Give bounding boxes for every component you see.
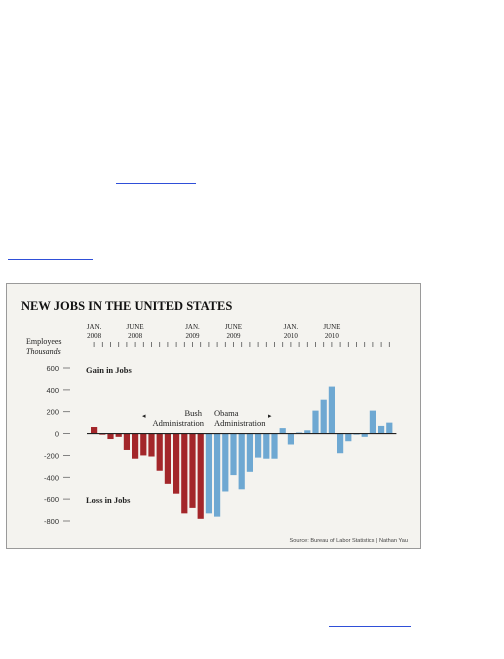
bar-bush-10 [173, 433, 180, 494]
x-marker-month: JUNE [323, 323, 340, 331]
chart-panel: NEW JOBS IN THE UNITED STATES Employees … [6, 283, 421, 549]
bar-obama-22 [271, 433, 278, 459]
x-marker-year: 2008 [87, 332, 102, 340]
y-tick-label: -200 [44, 451, 59, 460]
bush-label-line2: Administration [153, 418, 205, 428]
bar-obama-33 [361, 433, 368, 437]
x-marker-year: 2010 [325, 332, 340, 340]
bar-bush-8 [156, 433, 163, 471]
bar-obama-19 [246, 433, 253, 472]
bar-bush-13 [197, 433, 204, 519]
bar-obama-36 [386, 422, 393, 434]
x-axis-markers: JAN.2008JUNE2008JAN.2009JUNE2009JAN.2010… [87, 323, 341, 340]
hyperlink-underline-2[interactable] [8, 259, 93, 260]
jobs-bar-chart: NEW JOBS IN THE UNITED STATES Employees … [21, 299, 408, 544]
bar-bush-4 [123, 433, 130, 450]
bar-obama-27 [312, 410, 319, 434]
bar-obama-21 [263, 433, 270, 459]
y-axis-unit: Thousands [26, 347, 61, 356]
bar-obama-29 [328, 386, 335, 434]
y-tick-label: 200 [46, 408, 59, 417]
x-marker-year: 2010 [284, 332, 299, 340]
y-tick-label: -800 [44, 517, 59, 526]
x-marker-month: JUNE [225, 323, 242, 331]
bar-obama-34 [369, 410, 376, 434]
bar-obama-31 [345, 433, 352, 442]
bar-bush-5 [132, 433, 139, 459]
bar-obama-35 [378, 425, 385, 434]
x-marker-month: JUNE [127, 323, 144, 331]
y-tick-label: -400 [44, 473, 59, 482]
obama-label-line2: Administration [214, 418, 266, 428]
y-axis-label: Employees [26, 337, 62, 346]
x-marker-year: 2009 [186, 332, 201, 340]
bar-bush-11 [181, 433, 188, 514]
x-marker-year: 2009 [227, 332, 242, 340]
bush-label-line1: Bush [185, 408, 203, 418]
gain-label: Gain in Jobs [86, 365, 133, 375]
bar-obama-30 [337, 433, 344, 454]
bar-obama-28 [320, 399, 327, 434]
bar-obama-15 [214, 433, 221, 517]
obama-arrow: ▸ [268, 413, 272, 420]
x-marker-month: JAN. [284, 323, 299, 331]
bar-bush-6 [140, 433, 147, 456]
bar-bush-12 [189, 433, 196, 508]
source-note: Source: Bureau of Labor Statistics | Nat… [290, 538, 408, 544]
bar-obama-20 [255, 433, 262, 458]
y-tick-label: -600 [44, 495, 59, 504]
bar-obama-16 [222, 433, 229, 492]
x-axis-ticks [93, 342, 390, 347]
y-tick-label: 600 [46, 364, 59, 373]
bar-bush-2 [107, 433, 114, 440]
bar-bush-0 [91, 427, 98, 434]
y-tick-label: 0 [55, 430, 59, 439]
bush-arrow: ◂ [142, 413, 146, 420]
hyperlink-underline-1[interactable] [116, 183, 196, 184]
y-tick-label: 400 [46, 386, 59, 395]
bar-obama-18 [238, 433, 245, 490]
hyperlink-underline-3[interactable] [329, 626, 411, 627]
x-marker-month: JAN. [87, 323, 102, 331]
bar-bush-7 [148, 433, 155, 457]
bars-group [91, 386, 393, 519]
bar-obama-23 [279, 428, 286, 434]
x-marker-month: JAN. [185, 323, 200, 331]
y-axis-ticks: 600 400 200 0 -200 -400 -600 -800 [44, 364, 70, 526]
bar-bush-9 [164, 433, 171, 484]
bar-obama-24 [287, 433, 294, 445]
bar-obama-26 [304, 430, 311, 434]
bar-obama-14 [205, 433, 212, 514]
loss-label: Loss in Jobs [86, 495, 131, 505]
bar-obama-17 [230, 433, 237, 476]
chart-title: NEW JOBS IN THE UNITED STATES [21, 299, 232, 313]
obama-label-line1: Obama [214, 408, 239, 418]
bar-bush-3 [115, 433, 122, 437]
x-marker-year: 2008 [128, 332, 143, 340]
